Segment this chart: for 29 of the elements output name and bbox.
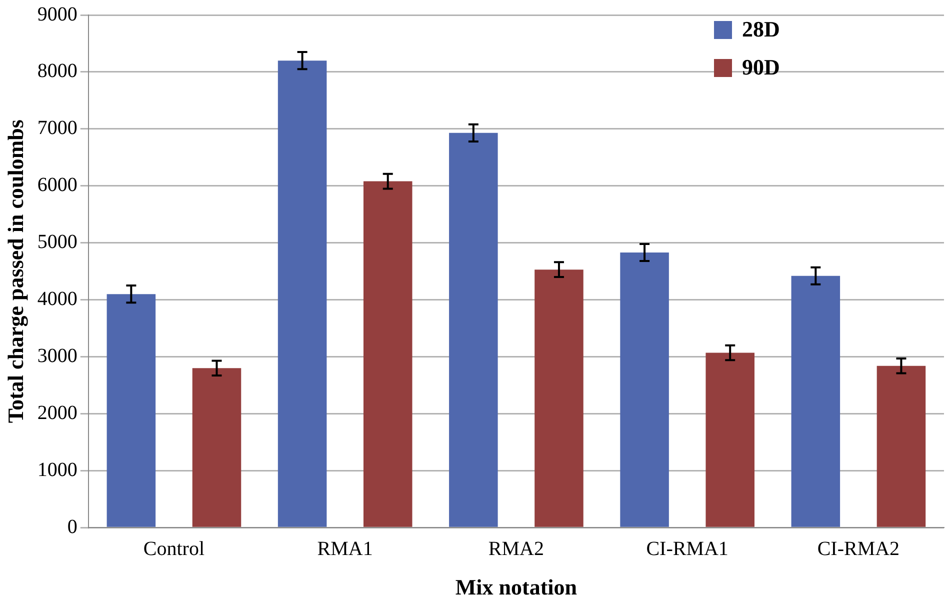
y-tick-label: 8000 [37,60,78,82]
y-tick-label: 4000 [37,288,78,310]
legend-label: 90D [742,54,780,80]
bar [791,276,840,527]
bar [706,352,754,527]
x-tick-label: RMA1 [317,538,373,560]
bar [876,366,926,527]
y-tick-label: 7000 [37,117,78,140]
y-axis-title: Total charge passed in coulombs [2,119,28,424]
y-tick-label: 3000 [37,344,78,367]
bar [534,270,584,527]
bar [620,252,669,527]
y-tick-label: 0 [67,516,78,538]
bar [449,132,498,527]
x-tick-label: CI-RMA1 [646,538,728,560]
bar [363,181,412,527]
y-tick-label: 9000 [37,3,78,26]
y-tick-label: 2000 [37,402,78,424]
x-axis-title: Mix notation [455,574,578,600]
bar [278,60,327,527]
x-tick-label: RMA2 [488,538,544,560]
bar [192,368,242,527]
y-tick-label: 5000 [37,231,78,254]
bar [106,294,156,527]
y-tick-label: 1000 [37,458,78,481]
y-tick-label: 6000 [37,174,78,196]
x-tick-label: Control [143,538,205,560]
x-tick-label: CI-RMA2 [817,538,900,560]
legend-label: 28D [742,16,780,42]
